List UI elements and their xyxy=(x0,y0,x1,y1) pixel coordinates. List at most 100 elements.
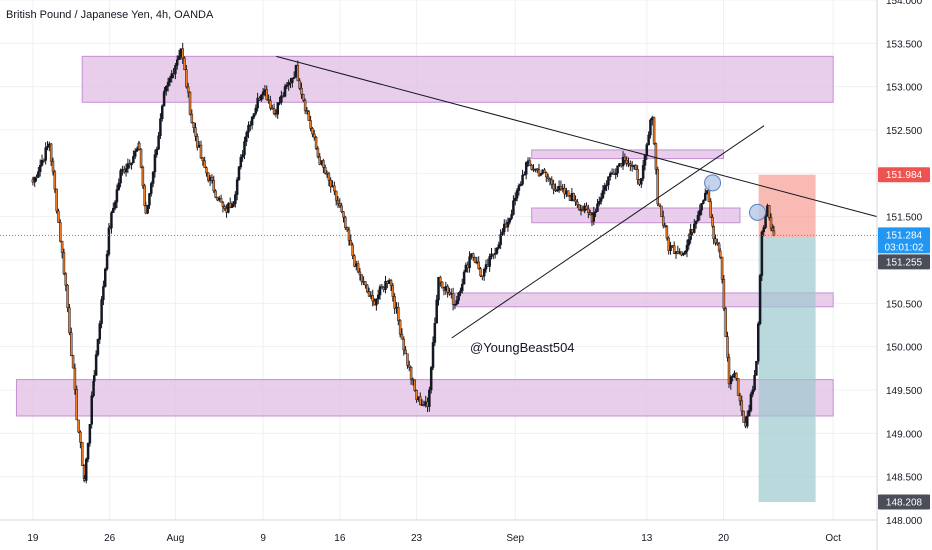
candle-body xyxy=(172,73,175,75)
x-tick-label: 9 xyxy=(260,533,266,544)
candle-body xyxy=(603,185,607,191)
candle-body xyxy=(80,441,84,466)
candle-body xyxy=(110,212,113,229)
candle-body xyxy=(652,117,656,144)
y-tick-label: 154.000 xyxy=(886,0,923,7)
candle-body xyxy=(643,155,647,166)
candle-body xyxy=(108,227,111,230)
candle-body xyxy=(256,97,259,109)
candle-body xyxy=(384,281,387,290)
candle-body xyxy=(440,281,444,289)
candle-body xyxy=(683,251,687,254)
x-tick-label: 26 xyxy=(104,533,116,544)
candle-body xyxy=(88,423,92,444)
candle-body xyxy=(157,135,160,150)
candle-body xyxy=(283,86,287,97)
candle-body xyxy=(223,206,226,209)
candle-body xyxy=(397,306,400,321)
candle-body xyxy=(344,216,347,229)
y-tick-label: 150.500 xyxy=(886,299,923,310)
candle-body xyxy=(663,225,667,227)
candle-body xyxy=(126,163,130,169)
candle-body xyxy=(358,271,362,276)
candle-body xyxy=(747,410,751,417)
candle-body xyxy=(365,284,369,293)
candle-body xyxy=(371,295,374,302)
candle-body xyxy=(704,192,707,201)
candle-body xyxy=(459,290,462,294)
candle-body xyxy=(687,239,691,246)
candle-body xyxy=(446,286,449,293)
y-tick-label: 152.500 xyxy=(886,126,923,137)
candle-body xyxy=(71,355,75,369)
candle-body xyxy=(207,172,210,181)
candle-body xyxy=(338,203,342,207)
price-tag xyxy=(878,227,930,254)
candle-body xyxy=(749,393,753,411)
y-tick-label: 153.500 xyxy=(886,39,923,50)
watermark-text: @YoungBeast504 xyxy=(470,340,575,355)
candle-body xyxy=(501,231,504,235)
candle-body xyxy=(303,100,307,111)
candle-body xyxy=(292,77,296,79)
candle-body xyxy=(192,122,195,128)
candle-body xyxy=(482,269,486,277)
support-resistance-zone xyxy=(531,149,725,160)
candle-body xyxy=(232,203,235,207)
candle-body xyxy=(117,182,121,190)
candle-body xyxy=(431,342,435,368)
candle-body xyxy=(148,193,151,206)
candle-body xyxy=(481,275,484,278)
candle-body xyxy=(689,229,692,240)
candle-body xyxy=(495,247,499,254)
candle-body xyxy=(272,108,276,114)
candle-body xyxy=(625,159,628,164)
trendline xyxy=(276,55,878,218)
support-resistance-zone xyxy=(454,292,834,308)
candle-body xyxy=(141,166,145,187)
candle-body xyxy=(393,296,396,309)
candle-body xyxy=(550,179,554,185)
candle-body xyxy=(523,174,526,176)
candle-body xyxy=(658,203,661,207)
candle-body xyxy=(400,333,404,340)
candle-body xyxy=(329,179,332,188)
candle-body xyxy=(378,286,382,296)
candle-body xyxy=(44,147,47,161)
candle-body xyxy=(415,390,418,401)
candle-body xyxy=(515,190,519,199)
candle-body xyxy=(464,264,468,273)
candle-body xyxy=(656,169,659,205)
candle-body xyxy=(250,116,254,126)
candle-body xyxy=(276,102,279,115)
candle-body xyxy=(102,286,105,300)
candle-body xyxy=(105,253,109,270)
candle-body xyxy=(356,263,360,273)
candle-body xyxy=(716,242,719,245)
candle-body xyxy=(243,141,246,156)
candle-body xyxy=(647,134,650,145)
candle-body xyxy=(247,125,250,133)
candle-body xyxy=(738,395,742,402)
candle-body xyxy=(391,285,395,297)
candle-body xyxy=(698,209,702,216)
candle-body xyxy=(137,142,141,150)
candle-body xyxy=(471,253,475,258)
candle-body xyxy=(601,190,605,198)
candle-body xyxy=(700,203,703,211)
candle-body xyxy=(457,292,460,301)
candle-body xyxy=(135,148,139,152)
candle-body xyxy=(769,217,773,229)
candle-body xyxy=(60,240,64,253)
candle-body xyxy=(473,257,477,264)
candle-body xyxy=(462,271,466,285)
candle-body xyxy=(726,336,729,358)
candle-body xyxy=(598,201,601,205)
candle-body xyxy=(599,197,603,202)
candle-body xyxy=(411,378,415,381)
candle-body xyxy=(503,223,506,233)
candle-body xyxy=(517,185,521,191)
candle-body xyxy=(219,198,223,203)
candle-body xyxy=(364,281,367,286)
